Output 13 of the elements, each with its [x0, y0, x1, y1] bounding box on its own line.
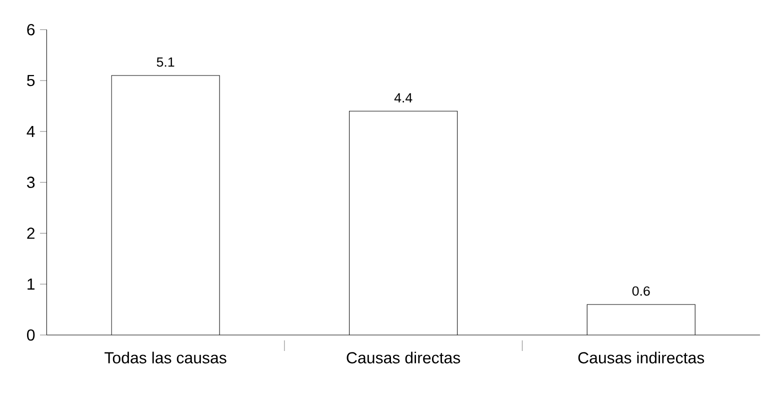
y-tick-label: 6	[27, 24, 35, 36]
y-tick-label: 1	[28, 278, 35, 290]
y-tick-label: 3	[27, 176, 35, 188]
data-label: 4.4	[394, 93, 412, 102]
data-label: 0.6	[632, 286, 650, 296]
y-tick-label: 4	[26, 126, 35, 137]
y-tick-label: 5	[27, 74, 35, 86]
x-tick-label: Causas directas	[346, 352, 460, 364]
x-tick-label: Todas las causas	[104, 352, 226, 364]
x-tick-label: Causas indirectas	[578, 352, 704, 364]
y-tick-label: 2	[27, 228, 34, 239]
y-tick-label: 0	[27, 329, 35, 341]
data-label: 5.1	[156, 57, 174, 67]
